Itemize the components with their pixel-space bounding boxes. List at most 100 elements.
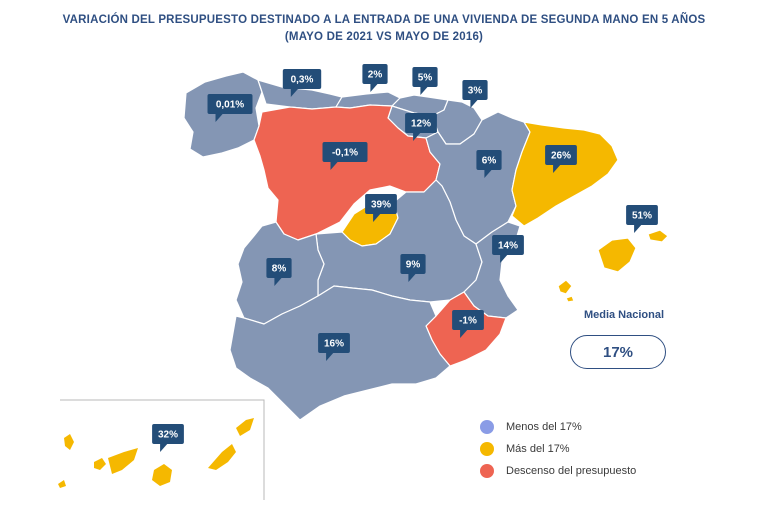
canarias-inset-frame <box>60 399 265 500</box>
callout-value: 3% <box>468 86 483 97</box>
callout-andaluc-a: 16% <box>318 333 350 361</box>
callout-box <box>266 258 292 278</box>
legend-label-above: Más del 17% <box>506 443 570 455</box>
legend-dot-below <box>480 420 494 434</box>
callout-murcia: -1% <box>452 310 484 338</box>
region-baleares-mallorca[interactable] <box>597 237 637 273</box>
callout-galicia: 0,01% <box>207 94 253 122</box>
callout-baleares: 51% <box>626 205 658 233</box>
region-baleares-ibiza[interactable] <box>557 279 573 295</box>
callout-pointer <box>484 169 493 178</box>
callout-value: -1% <box>459 316 477 327</box>
canarias-la-gomera <box>94 458 106 470</box>
callout-pointer <box>290 88 299 97</box>
callout-box <box>362 64 388 84</box>
callout-box <box>626 205 658 225</box>
callout-box <box>462 80 488 100</box>
callout-value: 12% <box>411 119 431 130</box>
callout-box <box>365 194 397 214</box>
callout-pointer <box>215 113 224 122</box>
callout-box <box>282 69 322 89</box>
legend-item-above: Más del 17% <box>480 438 636 460</box>
callout-box <box>452 310 484 330</box>
callout-pointer <box>460 329 469 338</box>
callout-catalu-a: 26% <box>545 145 577 173</box>
callout-pointer <box>370 83 379 92</box>
callout-value: 14% <box>498 241 518 252</box>
map-title: VARIACIÓN DEL PRESUPUESTO DESTINADO A LA… <box>0 12 768 46</box>
callout-value: 0,3% <box>291 75 314 86</box>
callout-value: 16% <box>324 339 344 350</box>
callout-canarias: 32% <box>152 424 184 452</box>
callout-navarra: 3% <box>462 80 488 108</box>
callout-value: 5% <box>418 73 433 84</box>
legend: Menos del 17% Más del 17% Descenso del p… <box>480 416 636 482</box>
region-canarias[interactable] <box>58 418 254 488</box>
callout-la-rioja: 12% <box>405 113 437 141</box>
callout-value: 39% <box>371 200 391 211</box>
callout-pointer <box>160 443 169 452</box>
callout-comunidad-valenciana: 14% <box>492 235 524 263</box>
canarias-fuerteventura <box>208 444 236 470</box>
callout-value: 26% <box>551 151 571 162</box>
legend-item-decrease: Descenso del presupuesto <box>480 460 636 482</box>
legend-dot-decrease <box>480 464 494 478</box>
legend-label-decrease: Descenso del presupuesto <box>506 465 637 477</box>
canarias-la-palma <box>64 434 74 450</box>
region-baleares-menorca[interactable] <box>647 229 669 243</box>
callout-pointer <box>408 273 417 282</box>
region-galicia[interactable] <box>183 71 263 158</box>
canarias-gran-canaria <box>152 464 172 486</box>
callout-box <box>545 145 577 165</box>
callout-pointer <box>413 132 422 141</box>
callout-box <box>492 235 524 255</box>
legend-item-below: Menos del 17% <box>480 416 636 438</box>
callout-box <box>412 67 438 87</box>
legend-dot-above <box>480 442 494 456</box>
callout-value: 8% <box>272 264 287 275</box>
callout-value: 0,01% <box>216 100 244 111</box>
canarias-el-hierro <box>58 480 66 488</box>
canarias-tenerife <box>108 448 138 474</box>
callout-value: 2% <box>368 70 383 81</box>
canarias-lanzarote <box>236 418 254 436</box>
callout-value: 51% <box>632 211 652 222</box>
national-average-label: Media Nacional <box>583 309 665 321</box>
callout-box <box>152 424 184 444</box>
callout-box <box>405 113 437 133</box>
callout-cantabria: 2% <box>362 64 388 92</box>
national-average-value: 17% <box>570 335 666 369</box>
callout-asturias: 0,3% <box>282 69 322 97</box>
callout-castilla-la-mancha: 9% <box>400 254 426 282</box>
callout-madrid: 39% <box>365 194 397 222</box>
callout-pointer <box>553 164 562 173</box>
callout-box <box>207 94 253 114</box>
callout-pointer <box>420 86 429 95</box>
callout-value: -0,1% <box>332 148 358 159</box>
callout-box <box>400 254 426 274</box>
callout-box <box>322 142 368 162</box>
callout-box <box>318 333 350 353</box>
callout-pointer <box>634 224 643 233</box>
callout-arag-n: 6% <box>476 150 502 178</box>
region-baleares-formentera[interactable] <box>565 295 575 303</box>
title-line-1: VARIACIÓN DEL PRESUPUESTO DESTINADO A LA… <box>62 14 706 26</box>
callout-castilla-y-le-n: -0,1% <box>322 142 368 170</box>
callout-extremadura: 8% <box>266 258 292 286</box>
title-line-2: (MAYO DE 2021 VS MAYO DE 2016) <box>284 31 484 43</box>
callout-pointer <box>274 277 283 286</box>
region-callouts: 0,01% 0,3% 2% 5% 3% 12% -0,1% 6% 26% 39% 51% 14% 8% 9… <box>152 64 658 452</box>
callout-value: 9% <box>406 260 421 271</box>
callout-pointer <box>470 99 479 108</box>
callout-value: 32% <box>158 430 178 441</box>
callout-pointer <box>373 213 382 222</box>
callout-box <box>476 150 502 170</box>
callout-pa-s-vasco: 5% <box>412 67 438 95</box>
callout-value: 6% <box>482 156 497 167</box>
callout-pointer <box>326 352 335 361</box>
region-cataluna[interactable] <box>511 121 619 227</box>
callout-pointer <box>330 161 339 170</box>
legend-label-below: Menos del 17% <box>506 421 582 433</box>
callout-pointer <box>500 254 509 263</box>
